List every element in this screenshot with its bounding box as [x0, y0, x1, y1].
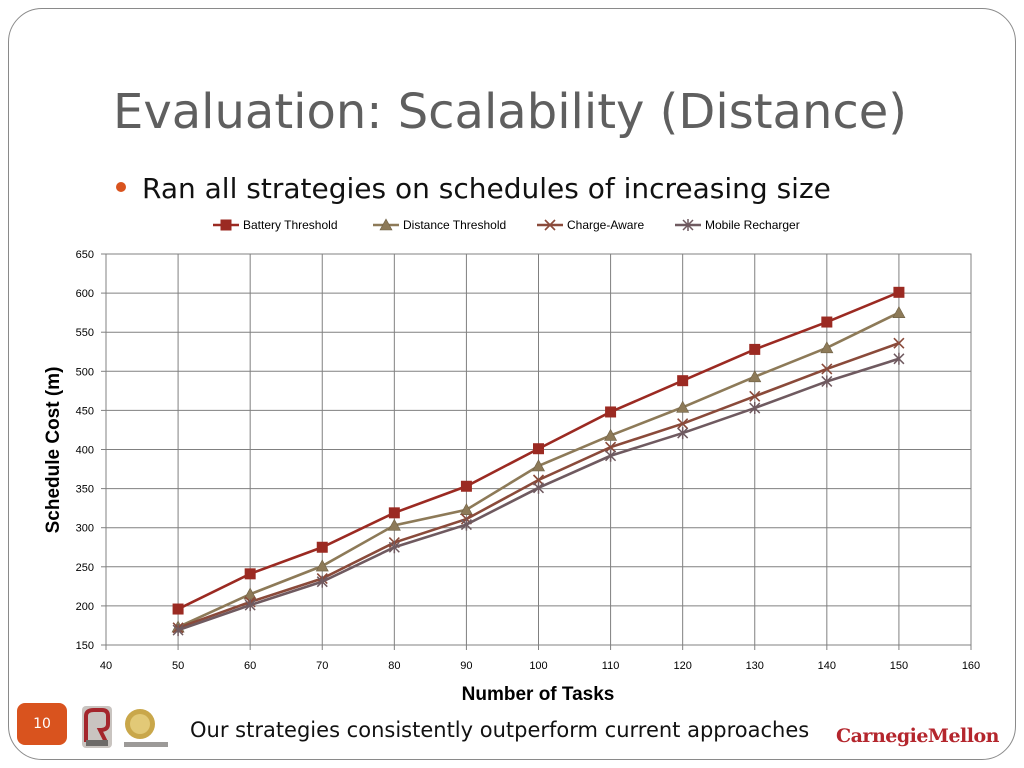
- page-number-badge: 10: [17, 703, 67, 745]
- series-battery-threshold: [172, 286, 905, 615]
- data-point: [244, 599, 256, 612]
- bullet-dot-icon: [116, 182, 126, 192]
- x-tick-label: 110: [602, 660, 620, 672]
- bullet-item: Ran all strategies on schedules of incre…: [116, 172, 831, 205]
- data-point: [676, 400, 690, 413]
- data-point: [387, 518, 401, 531]
- legend-item: Mobile Recharger: [675, 218, 800, 232]
- data-point: [532, 481, 545, 494]
- institute-logos: [82, 706, 168, 748]
- data-point: [388, 507, 400, 519]
- y-tick-label: 250: [76, 562, 94, 574]
- y-tick-label: 150: [76, 640, 94, 652]
- legend-marker: [220, 219, 232, 231]
- schedule-cost-chart: Battery Threshold Distance Threshold Charg…: [43, 218, 980, 705]
- series-mobile-recharger: [172, 352, 905, 637]
- x-axis-ticks: 40 50 60 70 80 90 100 110 120 130 140 150 160: [100, 660, 980, 672]
- y-tick-label: 300: [76, 523, 94, 535]
- carnegie-mellon-logo: CarnegieMellon: [836, 725, 999, 747]
- y-tick-label: 200: [76, 601, 94, 613]
- data-point: [605, 449, 617, 462]
- legend-label: Distance Threshold: [403, 218, 506, 232]
- x-tick-label: 160: [962, 660, 980, 672]
- robotics-institute-logo-icon: [82, 706, 112, 748]
- data-point: [820, 341, 834, 354]
- data-point: [893, 286, 905, 298]
- data-point: [821, 363, 833, 375]
- legend-marker: [544, 219, 556, 231]
- bullet-text: Ran all strategies on schedules of incre…: [142, 172, 831, 205]
- chart-legend: Battery Threshold Distance Threshold Charg…: [213, 218, 800, 232]
- x-axis-label: Number of Tasks: [462, 684, 615, 705]
- legend-label: Battery Threshold: [243, 218, 338, 232]
- data-point: [532, 474, 545, 486]
- data-point: [821, 316, 833, 328]
- x-tick-label: 150: [890, 660, 908, 672]
- data-point: [172, 624, 184, 637]
- y-tick-label: 500: [76, 366, 94, 378]
- rcommerce-laboratory-logo-icon: [124, 709, 168, 747]
- data-point: [316, 541, 328, 553]
- y-tick-label: 600: [76, 288, 94, 300]
- slide-title: Evaluation: Scalability (Distance): [113, 84, 908, 140]
- legend-marker: [682, 219, 694, 231]
- series-distance-threshold: [171, 306, 906, 633]
- data-point: [604, 428, 618, 441]
- chart-container: Battery Threshold Distance Threshold Charg…: [0, 208, 1024, 712]
- x-tick-label: 50: [172, 660, 184, 672]
- data-point: [531, 459, 546, 472]
- legend-marker: [379, 218, 393, 231]
- x-tick-label: 70: [316, 660, 328, 672]
- data-point: [316, 575, 328, 588]
- data-point: [459, 503, 473, 516]
- data-point: [460, 518, 472, 531]
- x-tick-label: 60: [244, 660, 256, 672]
- data-point: [749, 343, 761, 355]
- y-axis-label: Schedule Cost (m): [43, 367, 64, 534]
- data-point: [821, 375, 833, 388]
- data-point: [605, 441, 617, 453]
- x-tick-label: 90: [460, 660, 472, 672]
- data-point: [748, 370, 762, 383]
- data-point: [892, 306, 906, 318]
- x-tick-label: 100: [529, 660, 547, 672]
- legend-item: Distance Threshold: [373, 218, 506, 232]
- data-point: [605, 406, 617, 418]
- y-tick-label: 400: [76, 445, 94, 457]
- data-point: [893, 352, 905, 365]
- x-tick-label: 140: [818, 660, 836, 672]
- x-tick-label: 80: [388, 660, 400, 672]
- chart-series: [171, 286, 906, 637]
- x-tick-label: 120: [673, 660, 691, 672]
- data-point: [749, 402, 761, 415]
- data-point: [677, 418, 689, 430]
- data-point: [677, 427, 689, 440]
- y-axis-ticks: 150 200 250 300 350 400 450 500 550 600 650: [76, 249, 94, 652]
- data-point: [460, 480, 472, 492]
- y-tick-label: 350: [76, 484, 94, 496]
- data-point: [388, 541, 400, 554]
- x-tick-label: 40: [100, 660, 112, 672]
- data-point: [315, 559, 329, 572]
- y-tick-label: 550: [76, 327, 94, 339]
- legend-item: Charge-Aware: [537, 218, 644, 232]
- legend-item: Battery Threshold: [213, 218, 338, 232]
- data-point: [244, 568, 256, 580]
- footer-text: Our strategies consistently outperform c…: [190, 718, 810, 742]
- data-point: [749, 390, 761, 402]
- data-point: [893, 337, 905, 349]
- x-tick-label: 130: [746, 660, 764, 672]
- legend-label: Mobile Recharger: [705, 218, 800, 232]
- legend-label: Charge-Aware: [567, 218, 644, 232]
- data-point: [172, 603, 184, 615]
- y-tick-label: 650: [76, 249, 94, 261]
- y-tick-label: 450: [76, 405, 94, 417]
- data-point: [533, 443, 544, 455]
- data-point: [677, 375, 689, 387]
